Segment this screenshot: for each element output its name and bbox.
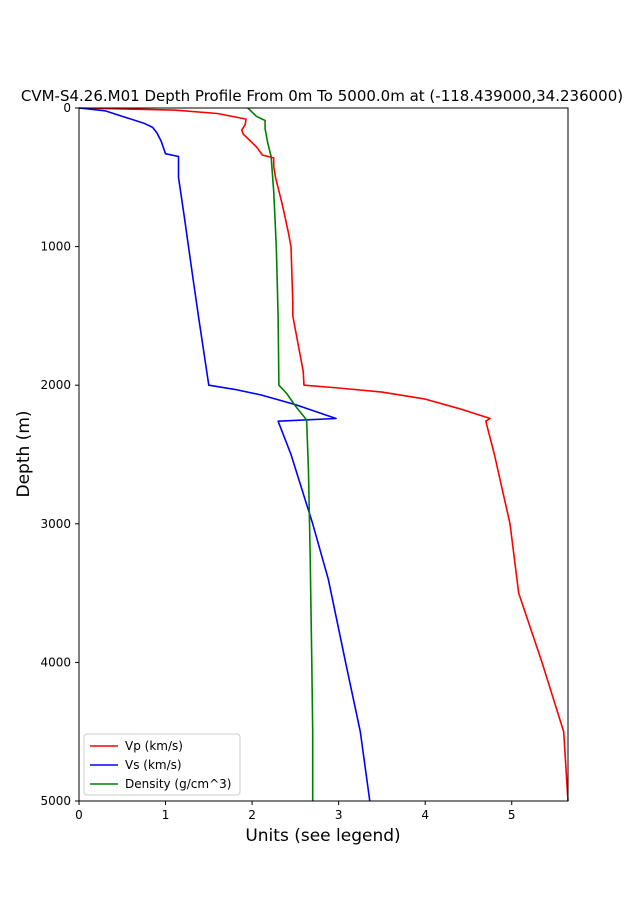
series-layer — [78, 107, 569, 802]
x-axis-label: Units (see legend) — [245, 826, 400, 846]
series-line-1 — [78, 107, 569, 802]
x-tick-label: 4 — [421, 808, 429, 822]
series-line-2 — [78, 107, 371, 802]
legend-entry-label: Vs (km/s) — [125, 758, 182, 772]
x-tick-label: 1 — [162, 808, 170, 822]
y-axis-label: Depth (m) — [14, 410, 34, 497]
plot-area — [78, 107, 569, 802]
series-line-3 — [247, 107, 314, 801]
y-axis: 0 1000 2000 3000 4000 5000 — [40, 101, 79, 808]
x-tick-label: 2 — [248, 808, 256, 822]
y-tick-label: 0 — [63, 101, 71, 115]
y-tick-label: 4000 — [40, 655, 71, 669]
y-tick-label: 2000 — [40, 378, 71, 392]
legend-entry-label: Density (g/cm^3) — [125, 777, 231, 791]
y-tick-label: 3000 — [40, 517, 71, 531]
legend-entry-label: Vp (km/s) — [125, 739, 183, 753]
y-tick-label: 1000 — [40, 240, 71, 254]
chart-title: CVM-S4.26.M01 Depth Profile From 0m To 5… — [21, 87, 623, 105]
x-axis: 0 1 2 3 4 5 — [75, 801, 516, 822]
x-tick-label: 3 — [335, 808, 343, 822]
legend: Vp (km/s) Vs (km/s) Density (g/cm^3) — [83, 733, 241, 796]
y-tick-label: 5000 — [40, 794, 71, 808]
x-tick-label: 0 — [75, 808, 83, 822]
legend-items: Vp (km/s) Vs (km/s) Density (g/cm^3) — [90, 739, 231, 791]
x-tick-label: 5 — [508, 808, 516, 822]
plot-frame — [78, 107, 569, 802]
legend-frame — [83, 733, 241, 796]
